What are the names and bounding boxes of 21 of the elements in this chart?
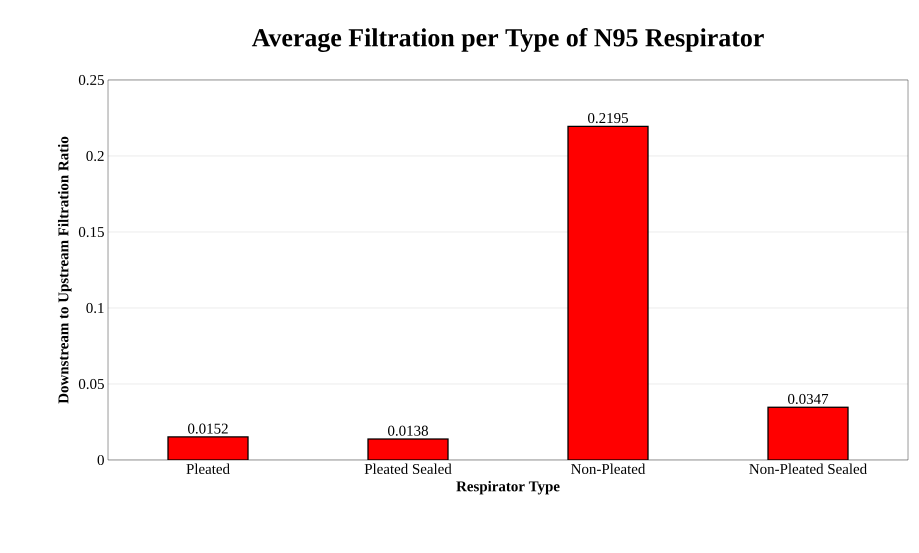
bar <box>367 438 449 460</box>
data-label: 0.0347 <box>788 394 828 404</box>
y-axis-title: Downstream to Upstream Filtration Ratio <box>58 136 72 404</box>
x-tick-label: Non-Pleated <box>571 464 646 474</box>
x-tick-label: Pleated Sealed <box>364 464 452 474</box>
y-tick-label: 0.25 <box>78 74 104 86</box>
x-tick-label: Pleated <box>186 464 230 474</box>
y-tick-label: 0.05 <box>78 378 104 390</box>
chart-title: Average Filtration per Type of N95 Respirator <box>252 28 764 52</box>
x-axis-title: Respirator Type <box>456 480 560 494</box>
bar <box>767 406 849 460</box>
data-label: 0.0152 <box>188 424 228 434</box>
y-tick-label: 0.15 <box>78 226 104 238</box>
y-tick-label: 0.1 <box>86 302 104 314</box>
data-label: 0.2195 <box>588 113 628 124</box>
bar <box>567 126 649 460</box>
y-tick-label: 0.2 <box>86 150 104 162</box>
y-tick-label: 0 <box>98 454 104 466</box>
bar <box>167 436 249 460</box>
x-tick-label: Non-Pleated Sealed <box>749 464 867 474</box>
data-label: 0.0138 <box>388 426 428 436</box>
